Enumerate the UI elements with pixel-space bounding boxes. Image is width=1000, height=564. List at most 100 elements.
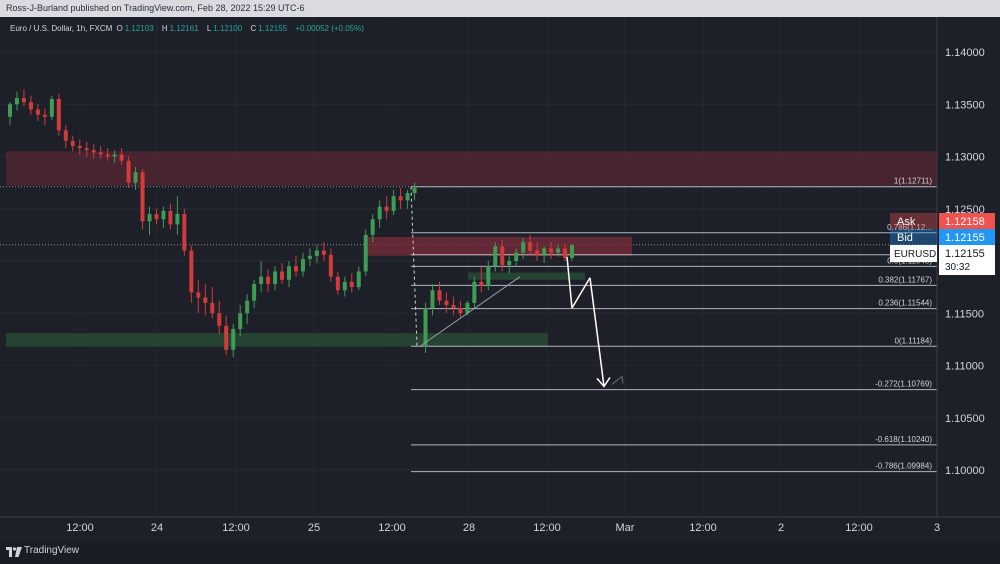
tag-label-text: Bid bbox=[897, 232, 913, 244]
candle-body bbox=[210, 302, 215, 314]
candle-body bbox=[168, 210, 173, 225]
publisher-text: Ross-J-Burland published on TradingView.… bbox=[6, 3, 305, 13]
candle-body bbox=[42, 114, 47, 117]
y-tick-label: 1.14000 bbox=[945, 47, 985, 59]
projection-segment bbox=[571, 277, 591, 309]
fib-level-label: 0.786(1.12... bbox=[887, 223, 932, 232]
x-tick-label: 12:00 bbox=[66, 522, 94, 534]
candle-body bbox=[119, 154, 124, 161]
candle-body bbox=[231, 328, 236, 350]
x-tick-label: 12:00 bbox=[533, 522, 561, 534]
candle-body bbox=[528, 242, 533, 251]
candle-body bbox=[293, 266, 298, 272]
x-tick-label: 12:00 bbox=[378, 522, 406, 534]
candle-body bbox=[238, 313, 243, 329]
fib-anchor-line bbox=[410, 186, 418, 347]
last-price-bg bbox=[939, 245, 995, 275]
y-tick-label: 1.10500 bbox=[945, 413, 985, 425]
zone-demand bbox=[468, 272, 585, 280]
candle-body bbox=[98, 152, 103, 155]
candle-body bbox=[535, 250, 540, 256]
x-tick-label: 28 bbox=[463, 522, 475, 534]
tag-value: 1.12158 bbox=[945, 216, 985, 228]
candle-body bbox=[273, 271, 278, 284]
legend-low-label: L bbox=[206, 24, 212, 33]
candle-body bbox=[56, 99, 61, 131]
fib-level-label: -0.786(1.09984) bbox=[875, 462, 932, 471]
candle-body bbox=[391, 196, 396, 211]
candle-body bbox=[126, 160, 131, 183]
candle-body bbox=[77, 146, 82, 149]
trend-line bbox=[419, 276, 521, 347]
candles bbox=[8, 89, 574, 358]
candle-body bbox=[84, 148, 89, 151]
candle-body bbox=[154, 213, 159, 220]
tag-label-box bbox=[890, 229, 937, 245]
candle-body bbox=[300, 258, 305, 272]
candle-body bbox=[437, 290, 442, 301]
y-tick-label: 1.11000 bbox=[945, 361, 984, 373]
candle-body bbox=[147, 213, 152, 222]
fib-level-label: 0(1.11184) bbox=[894, 336, 932, 345]
candle-body bbox=[8, 104, 12, 117]
y-tick-label: 1.13000 bbox=[945, 152, 985, 164]
candle-body bbox=[335, 276, 340, 291]
candle-body bbox=[405, 193, 410, 201]
fib-level-label: 1(1.12711) bbox=[894, 177, 932, 186]
candle-body bbox=[423, 308, 428, 347]
legend-symbol-title: Euro / U.S. Dollar, 1h, FXCM bbox=[10, 24, 113, 33]
symbol-tag-bg bbox=[890, 245, 937, 262]
candle-body bbox=[493, 246, 498, 267]
tag-value: 1.12155 bbox=[945, 232, 985, 244]
x-tick-label: 24 bbox=[151, 522, 163, 534]
legend-close-label: C bbox=[250, 24, 257, 33]
candle-body bbox=[412, 187, 417, 194]
zones bbox=[6, 151, 937, 347]
tradingview-brand-text[interactable]: TradingView bbox=[24, 545, 80, 556]
zone-supply bbox=[6, 151, 937, 186]
candle-body bbox=[133, 172, 138, 183]
candle-body bbox=[458, 308, 463, 314]
candle-body bbox=[500, 246, 505, 266]
candle-body bbox=[342, 281, 347, 291]
candle-body bbox=[514, 252, 519, 261]
fib-level-label: 0.382(1.11767) bbox=[878, 275, 932, 284]
candle-body bbox=[287, 266, 291, 280]
legend-open-label: O bbox=[116, 24, 123, 33]
tradingview-logo-icon[interactable] bbox=[6, 547, 22, 557]
legend-open-value: 1.12103 bbox=[124, 24, 154, 33]
candle-body bbox=[542, 248, 547, 256]
tag-value-bg bbox=[939, 229, 995, 245]
legend-high-value: 1.12161 bbox=[169, 24, 199, 33]
y-tick-label: 1.11500 bbox=[945, 308, 984, 320]
candle-body bbox=[28, 102, 33, 110]
y-tick-label: 1.13500 bbox=[945, 99, 985, 111]
zone-demand bbox=[6, 333, 548, 347]
bar-countdown: 30:32 bbox=[945, 262, 970, 273]
candle-body bbox=[321, 250, 326, 255]
tag-label-box bbox=[890, 213, 937, 229]
candle-body bbox=[556, 248, 561, 253]
candle-body bbox=[245, 300, 250, 314]
candle-body bbox=[259, 276, 264, 284]
time-axis[interactable]: 12:00 24 12:00 25 12:00 28 12:00 Mar 12:00 2 12:00… bbox=[66, 522, 940, 534]
candle-body bbox=[451, 304, 456, 309]
candle-body bbox=[307, 255, 312, 259]
candle-body bbox=[430, 290, 435, 309]
x-tick-label: 12:00 bbox=[222, 522, 250, 534]
candle-body bbox=[314, 250, 319, 256]
projection-arrow[interactable] bbox=[566, 256, 624, 388]
fib-level-label: -0.272(1.10769) bbox=[875, 380, 932, 389]
tag-label-text: Ask bbox=[897, 216, 916, 228]
x-tick-label: 3 bbox=[934, 522, 940, 534]
chart-area[interactable]: 1(1.12711)0.786(1.12...0.6...0.5(1.11948… bbox=[0, 17, 1000, 542]
candle-body bbox=[370, 219, 375, 235]
fib-level-label: 0.236(1.11544) bbox=[878, 299, 932, 308]
legend-change: +0.00052 (+0.05%) bbox=[295, 24, 364, 33]
candle-body bbox=[349, 281, 354, 288]
candle-body bbox=[328, 254, 333, 277]
candle-body bbox=[570, 245, 574, 258]
last-price-value: 1.12155 bbox=[945, 248, 985, 260]
candle-body bbox=[521, 242, 526, 253]
candle-body bbox=[465, 302, 470, 314]
